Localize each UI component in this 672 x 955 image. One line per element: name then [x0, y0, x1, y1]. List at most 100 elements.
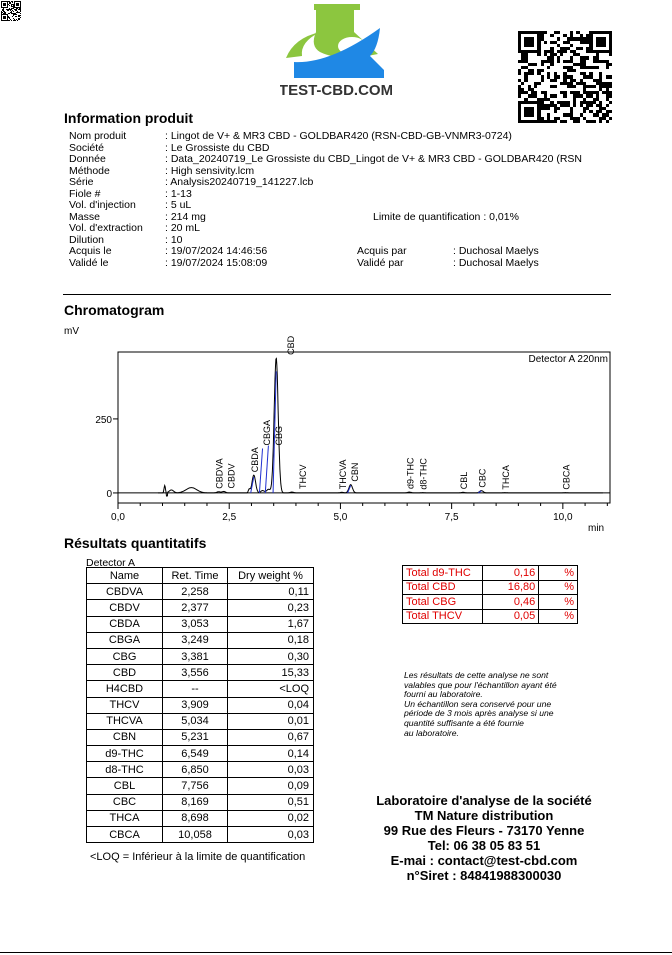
qr-module [10, 4, 12, 6]
qr-module [524, 69, 528, 73]
qr-module [599, 53, 603, 57]
lab-info: Laboratoire d'analyse de la société TM Na… [350, 793, 618, 883]
qr-module [543, 72, 548, 76]
qr-module [11, 12, 13, 14]
lab-line: Laboratoire d'analyse de la société [376, 793, 592, 808]
info-label: Masse [69, 210, 100, 223]
qr-module [586, 91, 590, 95]
qr-module [524, 100, 528, 104]
qr-module [15, 11, 17, 13]
qr-module [602, 97, 606, 101]
qr-module [15, 1, 17, 3]
qr-module [579, 110, 583, 114]
qr-module [10, 9, 12, 11]
info-row: Vol. d'injection: 5 uL [69, 199, 605, 212]
qr-module [550, 81, 554, 85]
qr-module [20, 6, 21, 8]
qr-module [566, 119, 570, 123]
qr-module [589, 69, 593, 73]
info-row: Nom produit: Lingot de V+ & MR3 CBD - GO… [69, 130, 605, 143]
qr-module [19, 10, 21, 12]
qr-module [3, 2, 5, 4]
qr-module [599, 84, 603, 89]
qr-module [547, 81, 551, 85]
qr-module [595, 34, 600, 38]
cell: 0,67 [227, 728, 314, 747]
qr-module [530, 40, 535, 44]
qr-module [569, 62, 574, 66]
x-tick-label: 0,0 [111, 512, 125, 523]
qr-module [563, 103, 567, 108]
qr-module [553, 103, 557, 108]
qr-module [6, 18, 8, 20]
qr-module [11, 14, 13, 16]
qr-module [582, 37, 587, 41]
qr-module [586, 31, 590, 35]
qr-module [579, 94, 583, 98]
qr-module [560, 34, 564, 38]
qr-module [3, 18, 5, 20]
qr-module [560, 62, 564, 66]
qr-module [8, 13, 10, 15]
qr-module [599, 69, 603, 73]
qr-module [543, 31, 548, 35]
qr-module [7, 18, 9, 20]
qr-module [560, 37, 564, 41]
qr-module [1, 14, 3, 16]
qr-module [16, 11, 18, 13]
qr-module [524, 97, 528, 101]
qr-module [573, 43, 577, 47]
qr-module [595, 84, 600, 89]
peak-label: d9-THC [405, 457, 415, 489]
info-label: Série [69, 176, 94, 188]
qr-module [537, 37, 541, 41]
qr-module [566, 88, 570, 92]
qr-module [16, 10, 18, 12]
qr-module [566, 56, 570, 60]
qr-module [521, 100, 525, 104]
lab-line: TM Nature distribution [414, 808, 554, 823]
qr-module [537, 88, 541, 92]
qr-module [12, 19, 14, 21]
qr-module [534, 72, 538, 76]
peak-label: d8-THC [419, 458, 429, 490]
qr-module [547, 40, 551, 44]
cell: 8,698 [162, 809, 228, 828]
qr-module [16, 15, 18, 17]
qr-module [18, 1, 20, 3]
qr-module [602, 75, 606, 79]
qr-module [4, 8, 6, 10]
qr-module [569, 91, 574, 95]
qr-module [5, 1, 7, 2]
cell: d8-THC [86, 761, 163, 779]
qr-module [3, 8, 5, 10]
qr-module [521, 107, 525, 111]
qr-module [13, 3, 15, 5]
qr-module [576, 37, 580, 41]
qr-module [608, 81, 612, 85]
qr-module [556, 31, 561, 35]
cell: CBCA [86, 825, 163, 844]
qr-module [20, 18, 21, 20]
qr-module [573, 91, 577, 95]
qr-module [13, 1, 15, 3]
qr-module [556, 75, 561, 79]
qr-module [602, 40, 606, 44]
qr-module [18, 7, 20, 9]
qr-module [608, 91, 612, 95]
qr-module [547, 113, 551, 117]
qr-module [12, 17, 14, 19]
qr-module [540, 72, 544, 76]
total-row: Total THCV 0,05% [402, 608, 578, 624]
qr-module [547, 62, 551, 66]
qr-module [573, 72, 577, 76]
qr-module [556, 37, 561, 41]
qr-module [15, 14, 17, 16]
qr-module [20, 15, 21, 17]
qr-module [602, 69, 606, 73]
qr-module [589, 72, 593, 76]
qr-module [540, 53, 544, 57]
qr-module [573, 113, 577, 117]
qr-module [2, 13, 4, 15]
qr-module [602, 91, 606, 95]
